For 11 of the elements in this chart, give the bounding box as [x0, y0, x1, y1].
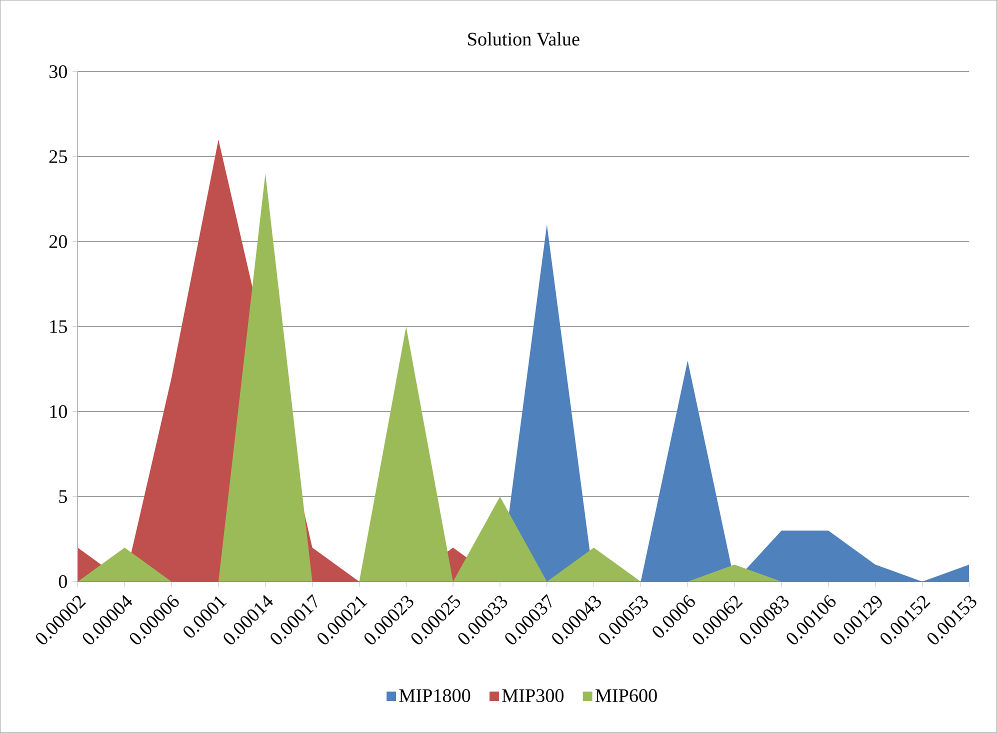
y-tick-label: 20 — [49, 235, 67, 248]
y-tick-label: 30 — [50, 65, 67, 78]
y-tick-label: 25 — [49, 150, 67, 164]
y-tick-label: 15 — [50, 320, 67, 334]
legend-label: MIP1800 — [399, 689, 470, 702]
legend-label: MIP300 — [502, 689, 564, 702]
y-tick-label: 5 — [59, 490, 67, 503]
legend-label: MIP600 — [595, 689, 657, 702]
y-tick-label: 0 — [58, 575, 67, 588]
y-tick-label: 10 — [50, 405, 67, 418]
chart-title: Solution Value — [468, 32, 580, 46]
